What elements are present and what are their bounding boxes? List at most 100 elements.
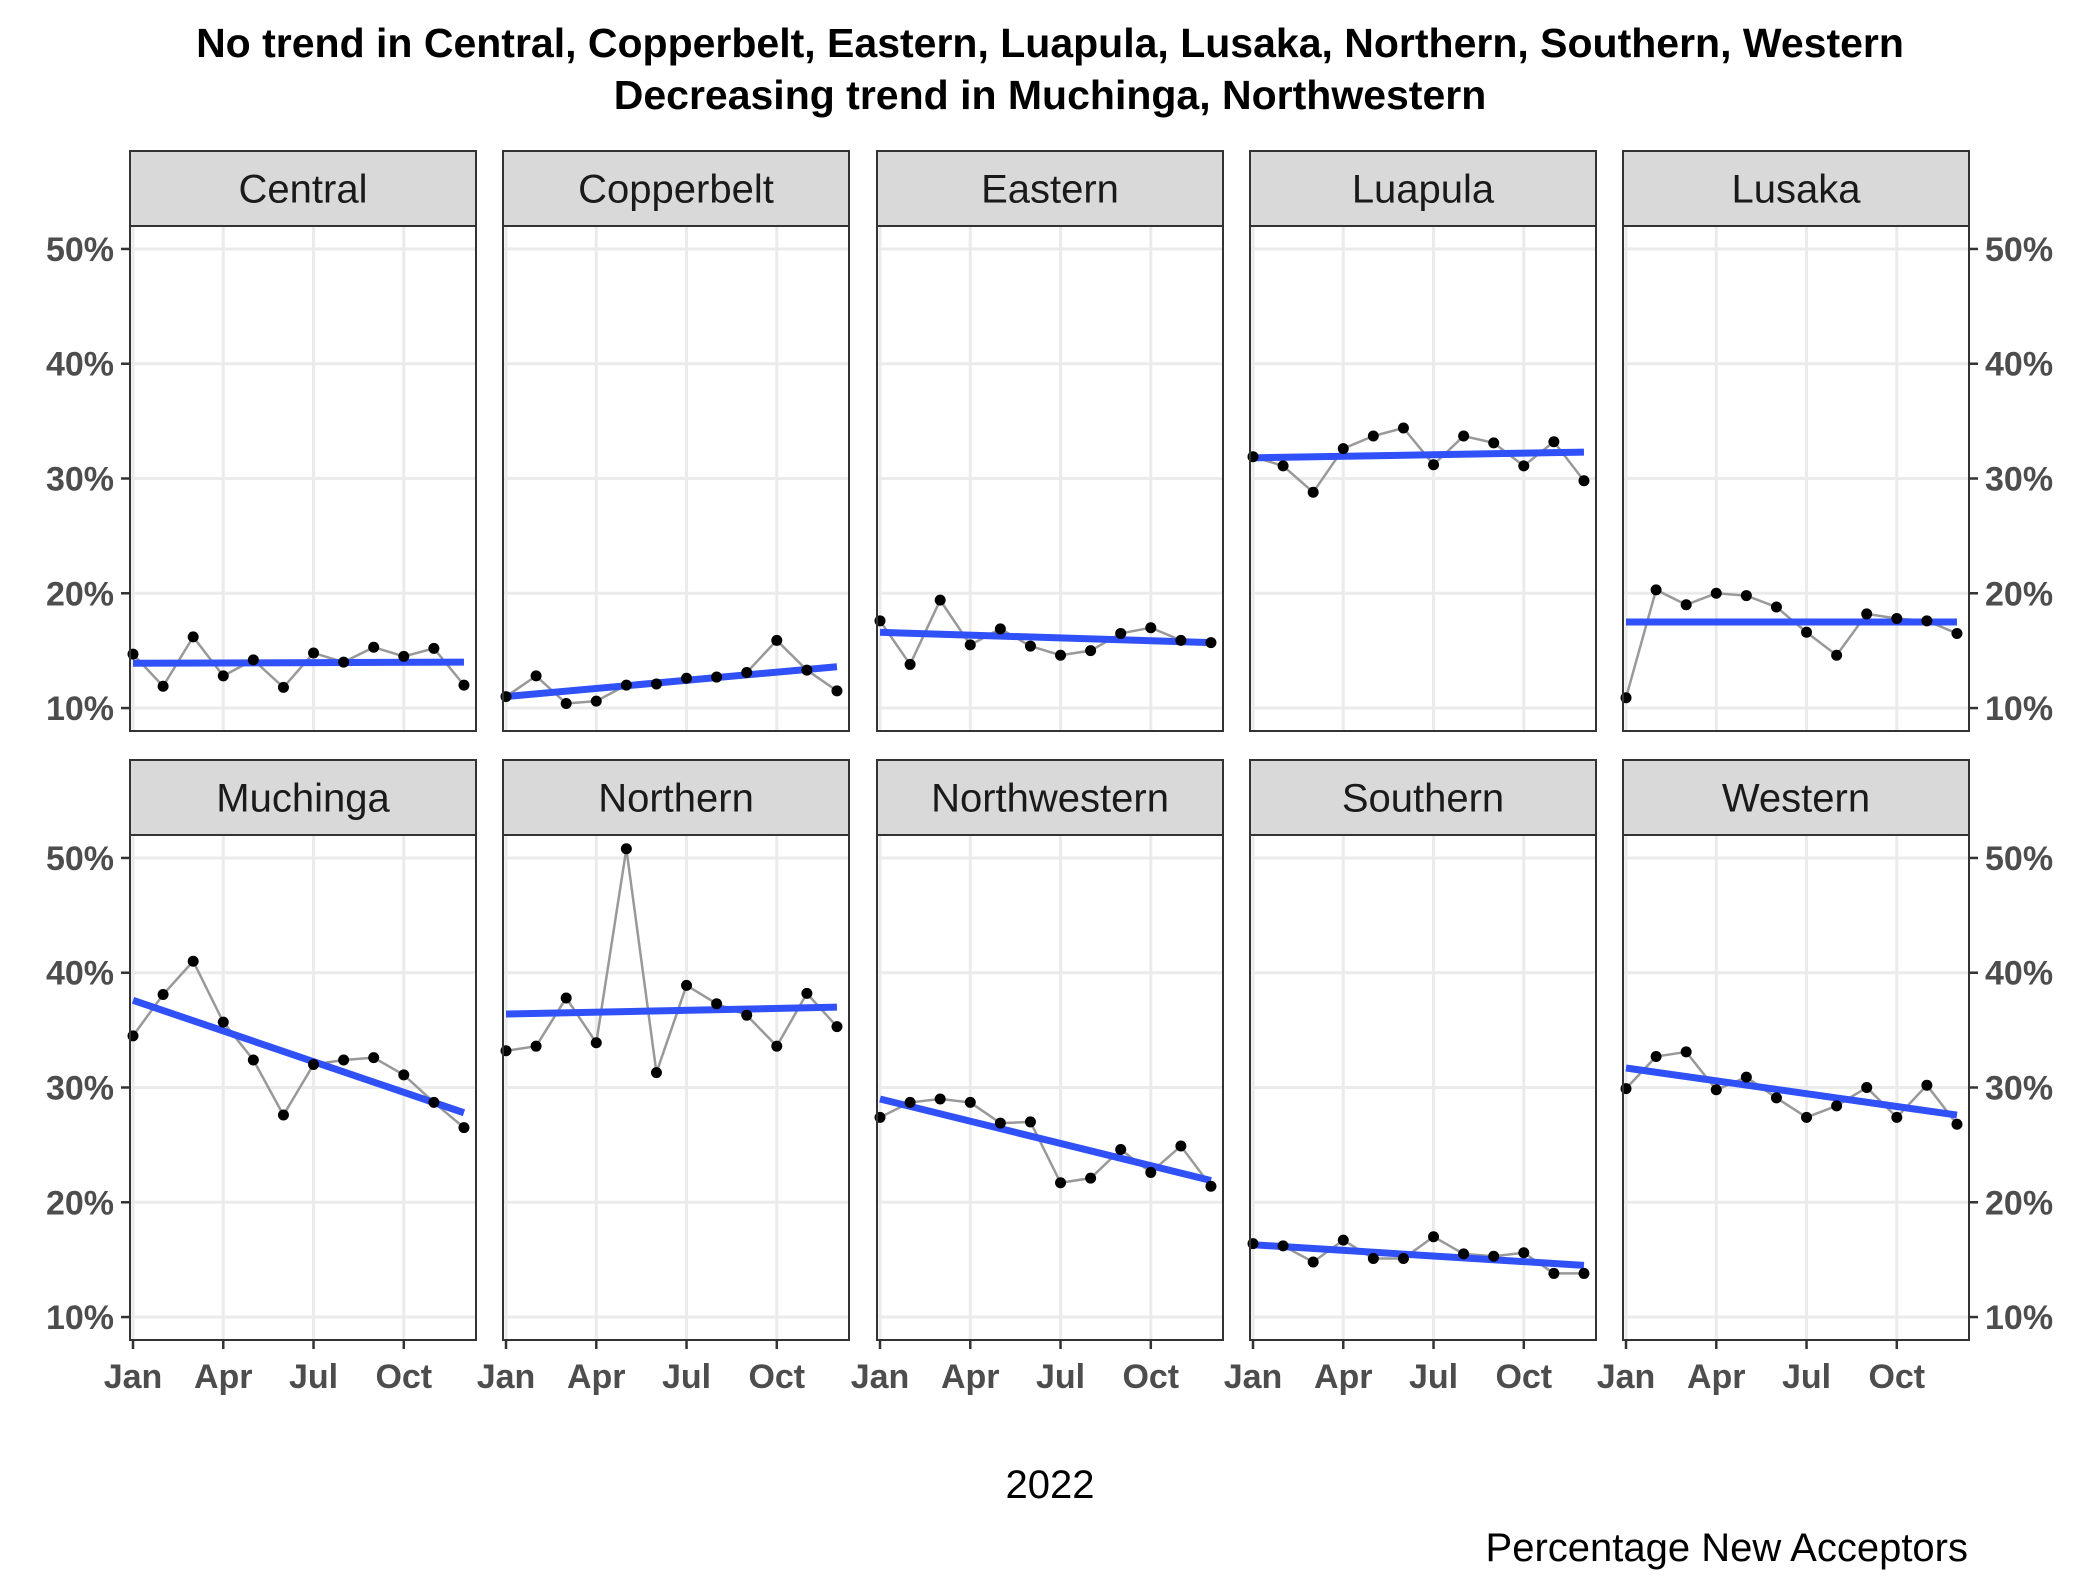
point-eastern-5 bbox=[994, 623, 1006, 635]
point-northwestern-7 bbox=[1055, 1177, 1067, 1189]
point-western-5 bbox=[1740, 1071, 1752, 1083]
panel-central: Central 10% 20% 30% 40% 50% bbox=[46, 150, 477, 732]
point-northern-4 bbox=[590, 1037, 602, 1049]
y-tick-label-left-1-2: 30% bbox=[46, 1070, 114, 1108]
point-lusaka-3 bbox=[1680, 599, 1692, 611]
trend-line-central bbox=[132, 658, 464, 667]
point-southern-9 bbox=[1488, 1250, 1500, 1262]
panel-border-copperbelt bbox=[502, 225, 850, 732]
point-luapula-7 bbox=[1428, 459, 1440, 471]
strip-western bbox=[1622, 759, 1970, 836]
point-copperbelt-11 bbox=[801, 664, 813, 676]
point-muchinga-8 bbox=[338, 1054, 350, 1066]
point-lusaka-12 bbox=[1951, 627, 1963, 639]
trend-line-eastern bbox=[879, 628, 1212, 647]
y-tick-label-right-0-1: 20% bbox=[1985, 575, 2053, 613]
y-tick-label-left-1-3: 40% bbox=[46, 955, 114, 993]
point-luapula-6 bbox=[1397, 422, 1409, 434]
point-central-11 bbox=[428, 642, 440, 654]
point-northern-12 bbox=[831, 1021, 843, 1033]
point-central-2 bbox=[157, 680, 169, 692]
point-eastern-2 bbox=[904, 658, 916, 670]
point-lusaka-6 bbox=[1770, 601, 1782, 613]
point-southern-8 bbox=[1458, 1248, 1470, 1260]
point-lusaka-4 bbox=[1710, 587, 1722, 599]
chart-title-line-1: No trend in Central, Copperbelt, Eastern… bbox=[196, 20, 1904, 66]
point-eastern-3 bbox=[934, 594, 946, 606]
point-luapula-11 bbox=[1548, 436, 1560, 448]
point-western-3 bbox=[1680, 1046, 1692, 1058]
point-eastern-7 bbox=[1055, 649, 1067, 661]
panel-western: Western Jan Apr Jul Oct 10% 20% 30% 40% 50% bbox=[1597, 759, 2053, 1396]
x-tick-label-southern-2: Jul bbox=[1409, 1358, 1458, 1396]
y-tick-label-left-0-2: 30% bbox=[46, 461, 114, 499]
point-copperbelt-5 bbox=[620, 679, 632, 691]
point-northern-10 bbox=[771, 1040, 783, 1052]
point-central-5 bbox=[247, 654, 259, 666]
x-tick-label-muchinga-3: Oct bbox=[375, 1358, 432, 1396]
x-tick-label-northern-0: Jan bbox=[477, 1358, 536, 1396]
panel-luapula: Luapula bbox=[1247, 150, 1597, 732]
chart-title-line-2: Decreasing trend in Muchinga, Northweste… bbox=[614, 72, 1487, 118]
point-western-7 bbox=[1801, 1111, 1813, 1123]
point-southern-3 bbox=[1307, 1256, 1319, 1268]
x-tick-label-muchinga-1: Apr bbox=[194, 1358, 253, 1396]
point-lusaka-10 bbox=[1891, 613, 1903, 625]
point-central-3 bbox=[187, 631, 199, 643]
point-northwestern-8 bbox=[1085, 1172, 1097, 1184]
strip-copperbelt bbox=[502, 150, 850, 227]
y-tick-label-right-1-3: 40% bbox=[1985, 955, 2053, 993]
point-western-6 bbox=[1770, 1092, 1782, 1104]
x-tick-label-muchinga-2: Jul bbox=[289, 1358, 338, 1396]
point-luapula-5 bbox=[1367, 430, 1379, 442]
y-tick-label-left-1-0: 10% bbox=[46, 1299, 114, 1337]
x-tick-label-southern-1: Apr bbox=[1314, 1358, 1373, 1396]
strip-central bbox=[129, 150, 477, 227]
point-muchinga-7 bbox=[308, 1059, 320, 1071]
y-tick-label-right-1-1: 20% bbox=[1985, 1184, 2053, 1222]
point-eastern-11 bbox=[1175, 634, 1187, 646]
point-western-12 bbox=[1951, 1118, 1963, 1130]
point-lusaka-11 bbox=[1921, 615, 1933, 627]
y-tick-label-left-1-1: 20% bbox=[46, 1184, 114, 1222]
y-tick-label-right-1-4: 50% bbox=[1985, 840, 2053, 878]
x-tick-label-northwestern-2: Jul bbox=[1036, 1358, 1085, 1396]
strip-luapula bbox=[1249, 150, 1597, 227]
panel-muchinga: Muchinga Jan Apr Jul Oct 10% 20% 30% 40% 50% bbox=[46, 759, 477, 1396]
strip-label-copperbelt: Copperbelt bbox=[578, 168, 774, 212]
point-northwestern-3 bbox=[934, 1093, 946, 1105]
trend-line-northern bbox=[505, 1003, 838, 1018]
point-lusaka-5 bbox=[1740, 590, 1752, 602]
strip-label-muchinga: Muchinga bbox=[216, 777, 390, 821]
point-central-10 bbox=[398, 650, 410, 662]
strip-label-western: Western bbox=[1722, 777, 1870, 821]
strip-northern bbox=[502, 759, 850, 836]
series-line-southern bbox=[1252, 1235, 1584, 1275]
y-tick-label-right-1-2: 30% bbox=[1985, 1070, 2053, 1108]
y-tick-label-left-0-4: 50% bbox=[46, 231, 114, 269]
point-northern-8 bbox=[711, 998, 723, 1010]
point-muchinga-4 bbox=[217, 1016, 229, 1028]
point-southern-6 bbox=[1397, 1253, 1409, 1265]
y-tick-label-left-0-1: 20% bbox=[46, 575, 114, 613]
x-axis-title: 2022 bbox=[1006, 1463, 1095, 1507]
point-lusaka-9 bbox=[1861, 608, 1873, 620]
point-luapula-2 bbox=[1277, 460, 1289, 472]
strip-label-central: Central bbox=[239, 168, 368, 212]
panel-northern: Northern Jan Apr Jul Oct bbox=[477, 759, 850, 1396]
x-tick-label-western-2: Jul bbox=[1782, 1358, 1831, 1396]
y-tick-label-left-0-3: 40% bbox=[46, 346, 114, 384]
point-muchinga-9 bbox=[368, 1052, 380, 1064]
trend-line-copperbelt bbox=[505, 663, 838, 701]
point-northern-6 bbox=[650, 1067, 662, 1079]
point-muchinga-10 bbox=[398, 1069, 410, 1081]
x-tick-label-southern-3: Oct bbox=[1495, 1358, 1552, 1396]
point-central-12 bbox=[458, 679, 470, 691]
panel-northwestern: Northwestern Jan Apr Jul Oct bbox=[851, 759, 1224, 1396]
point-muchinga-5 bbox=[247, 1054, 259, 1066]
point-northern-11 bbox=[801, 987, 813, 999]
point-northern-2 bbox=[530, 1040, 542, 1052]
point-central-4 bbox=[217, 670, 229, 682]
x-tick-label-northwestern-1: Apr bbox=[941, 1358, 1000, 1396]
point-eastern-9 bbox=[1115, 627, 1127, 639]
